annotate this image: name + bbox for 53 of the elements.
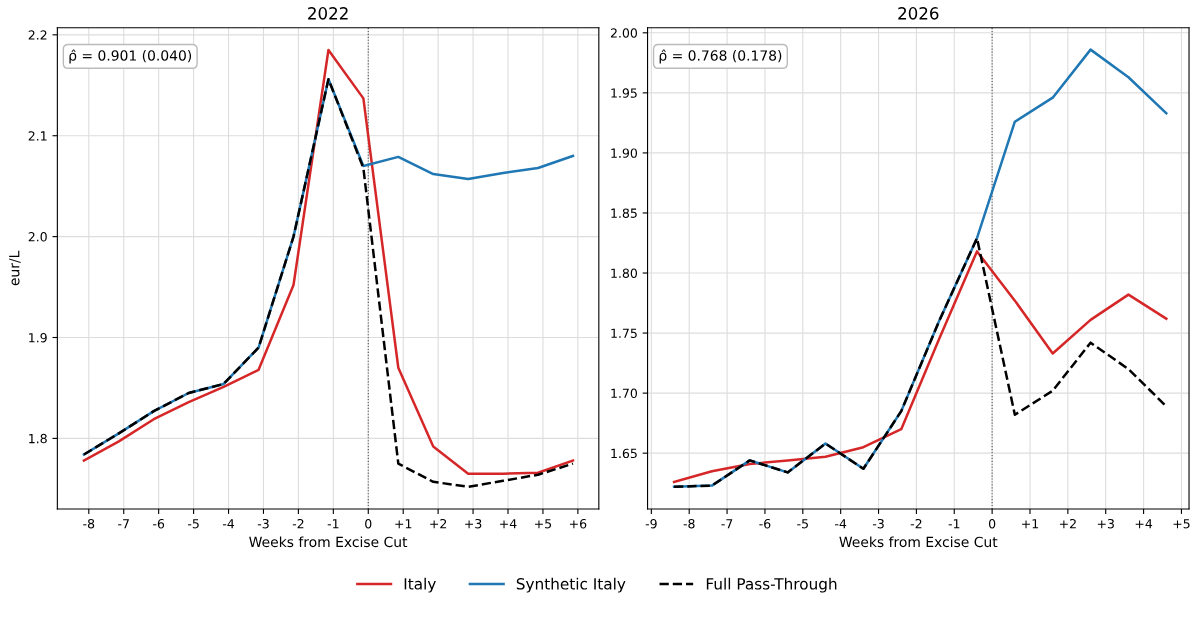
legend-label: Italy — [404, 577, 436, 593]
x-tick-label: -8 — [83, 518, 95, 529]
annotation: ρ̂ = 0.768 (0.178) — [659, 49, 782, 64]
x-axis-title: Weeks from Excise Cut — [249, 536, 408, 548]
annotation: ρ̂ = 0.901 (0.040) — [69, 49, 192, 64]
x-tick-label: +6 — [569, 518, 587, 529]
x-tick-label: +5 — [535, 519, 552, 529]
x-tick-label: +4 — [1135, 519, 1153, 529]
x-tick-label: +1 — [395, 519, 412, 529]
y-tick-label: 1.75 — [611, 328, 637, 338]
y-tick-label: 1.8 — [29, 433, 47, 444]
x-tick-label: -1 — [327, 519, 339, 529]
x-tick-label: -4 — [835, 519, 847, 529]
x-tick-label: +3 — [465, 518, 482, 529]
x-tick-label: 0 — [365, 518, 372, 529]
y-tick-label: 1.9 — [29, 332, 47, 343]
x-tick-label: -2 — [910, 518, 922, 529]
x-tick-label: +4 — [500, 519, 517, 529]
x-tick-label: -7 — [721, 519, 733, 529]
y-tick-label: 1.70 — [611, 388, 638, 399]
x-tick-label: -6 — [153, 518, 165, 529]
x-tick-label: +2 — [1059, 518, 1076, 529]
x-tick-label: -5 — [797, 519, 808, 529]
x-tick-label: -9 — [645, 518, 657, 529]
x-tick-label: -3 — [872, 518, 884, 529]
x-tick-label: -8 — [683, 518, 695, 529]
x-tick-label: 0 — [988, 518, 996, 529]
chart-title: 2022 — [308, 7, 348, 20]
legend-label: Full Pass-Through — [706, 577, 837, 593]
y-tick-label: 1.65 — [611, 448, 637, 459]
x-tick-label: -4 — [222, 519, 235, 529]
x-tick-label: -1 — [948, 519, 960, 529]
x-tick-label: +2 — [430, 518, 447, 529]
y-tick-label: 1.85 — [611, 208, 637, 218]
x-tick-label: +1 — [1022, 519, 1039, 529]
y-tick-label: 2.2 — [28, 30, 47, 40]
y-tick-label: 2.00 — [610, 28, 638, 38]
x-tick-label: -5 — [187, 519, 199, 529]
y-tick-label: 2.0 — [28, 232, 47, 242]
x-tick-label: +5 — [1173, 519, 1190, 529]
y-tick-label: 1.95 — [611, 88, 637, 98]
x-axis-title: Weeks from Excise Cut — [839, 536, 998, 548]
x-tick-label: -7 — [118, 519, 129, 529]
y-tick-label: 1.80 — [611, 268, 638, 278]
y-axis-title: eur/L — [9, 250, 21, 286]
x-tick-label: +3 — [1097, 518, 1114, 529]
y-tick-label: 2.1 — [28, 131, 47, 141]
chart-title: 2026 — [898, 7, 939, 20]
x-tick-label: -3 — [257, 518, 269, 529]
legend-label: Synthetic Italy — [516, 577, 626, 593]
x-tick-label: -6 — [759, 518, 771, 529]
x-tick-label: -2 — [292, 518, 304, 529]
y-tick-label: 1.90 — [611, 148, 638, 158]
